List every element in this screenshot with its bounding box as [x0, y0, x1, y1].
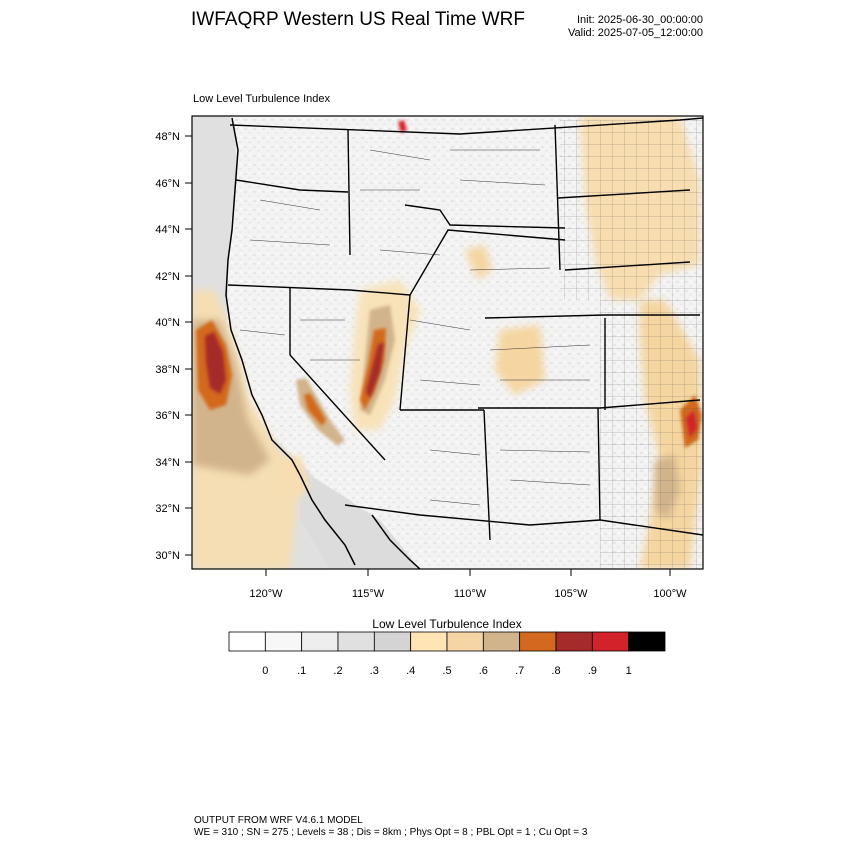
lat-tick-label: 42°N: [155, 271, 180, 283]
colorbar-label: 1: [626, 665, 632, 677]
lat-tick-label: 44°N: [155, 224, 180, 236]
coastlines: [225, 117, 421, 569]
model-info-line2: WE = 310 ; SN = 275 ; Levels = 38 ; Dis …: [194, 827, 588, 838]
ut-co-border: [409, 229, 566, 296]
ne-ks-border: [484, 314, 700, 319]
mt-wy-border: [404, 204, 566, 229]
montana-red-spot: [398, 120, 407, 133]
plains-counties: [560, 120, 703, 569]
colorbar-title: Low Level Turbulence Index: [372, 617, 522, 631]
offshore-red-core: [205, 332, 226, 394]
mexico-border: [344, 504, 601, 526]
colorbar-swatch: [228, 631, 266, 652]
pacific-coast: [225, 117, 301, 476]
field-title: Low Level Turbulence Index: [193, 93, 330, 105]
county-lines: [239, 149, 591, 506]
idaho-west: [347, 129, 351, 256]
valid-time: Valid: 2025-07-05_12:00:00: [568, 27, 703, 39]
lon-tick-label: 120°W: [249, 588, 283, 600]
or-nv-border: [227, 284, 351, 291]
ca-nv-border: [289, 288, 386, 461]
map-area: [192, 116, 703, 569]
colorbar-label: .6: [479, 665, 488, 677]
run-times: Init: 2025-06-30_00:00:00 Valid: 2025-07…: [480, 14, 703, 40]
colorbar-swatch: [264, 631, 303, 652]
wyoming-tan: [465, 245, 492, 280]
lon-tick-label: 115°W: [352, 588, 385, 600]
map-frame: [191, 115, 704, 570]
colorbar-label: .8: [551, 665, 560, 677]
lon-tick-label: 100°W: [653, 588, 687, 600]
canada-border: [229, 117, 703, 135]
colorado-tan: [495, 325, 545, 395]
gulf-california-coast: [371, 514, 421, 569]
co-nm-border: [478, 399, 701, 409]
colorbar-swatch: [519, 631, 557, 652]
main-title: IWFAQRP Western US Real Time WRF: [191, 9, 525, 30]
mexico-grey: [300, 470, 420, 569]
socal-light: [275, 455, 310, 500]
colorbar: 0 .1 .2 .3 .4 .5 .6 .7 .8 .9 1: [228, 631, 666, 677]
lon-tick-label: 105°W: [554, 588, 588, 600]
longitude-axis: 120°W 115°W 110°W 105°W 100°W: [249, 569, 687, 600]
wa-or-border: [235, 179, 349, 193]
colorbar-swatch: [482, 631, 521, 652]
lat-tick-label: 40°N: [155, 317, 180, 329]
init-time: Init: 2025-06-30_00:00:00: [577, 14, 703, 26]
colorbar-label: .7: [515, 665, 524, 677]
lat-tick-label: 32°N: [155, 503, 180, 515]
great-basin-red: [366, 342, 384, 398]
lon-tick-label: 110°W: [454, 588, 487, 600]
colorbar-swatch: [301, 631, 339, 652]
lat-tick-label: 46°N: [155, 178, 180, 190]
colorbar-label: .2: [333, 665, 342, 677]
lat-tick-label: 36°N: [155, 410, 180, 422]
az-nm-border: [483, 409, 491, 541]
colorbar-swatch: [628, 631, 666, 652]
colorbar-label: .1: [297, 665, 306, 677]
model-info-line1: OUTPUT FROM WRF V4.6.1 MODEL: [194, 815, 363, 826]
mt-dakota-border: [554, 124, 561, 271]
sierra-orange: [304, 393, 326, 426]
nd-sd-border: [557, 189, 691, 199]
colorbar-label: 0: [262, 665, 268, 677]
lat-tick-label: 48°N: [155, 131, 180, 143]
model-info: OUTPUT FROM WRF V4.6.1 MODEL WE = 310 ; …: [194, 815, 587, 839]
sd-ne-border: [564, 261, 691, 271]
colorbar-swatch: [373, 631, 412, 652]
colorbar-label: .3: [370, 665, 379, 677]
lat-tick-label: 34°N: [155, 457, 180, 469]
latitude-axis: 48°N 46°N 44°N 42°N 40°N 38°N 36°N 34°N 32°N 30°N: [155, 131, 192, 562]
colorbar-swatch: [591, 631, 630, 652]
colorbar-label: .5: [442, 665, 451, 677]
state-boundaries: [227, 117, 703, 541]
lat-tick-label: 38°N: [155, 364, 180, 376]
colorbar-swatch: [446, 631, 484, 652]
baja-coast: [299, 474, 356, 566]
colorbar-label: .4: [406, 665, 415, 677]
colorbar-swatch: [555, 631, 593, 652]
colorbar-label: .9: [588, 665, 597, 677]
lat-tick-label: 30°N: [155, 550, 180, 562]
colorbar-swatch: [410, 631, 448, 652]
colorbar-swatch: [337, 631, 375, 652]
